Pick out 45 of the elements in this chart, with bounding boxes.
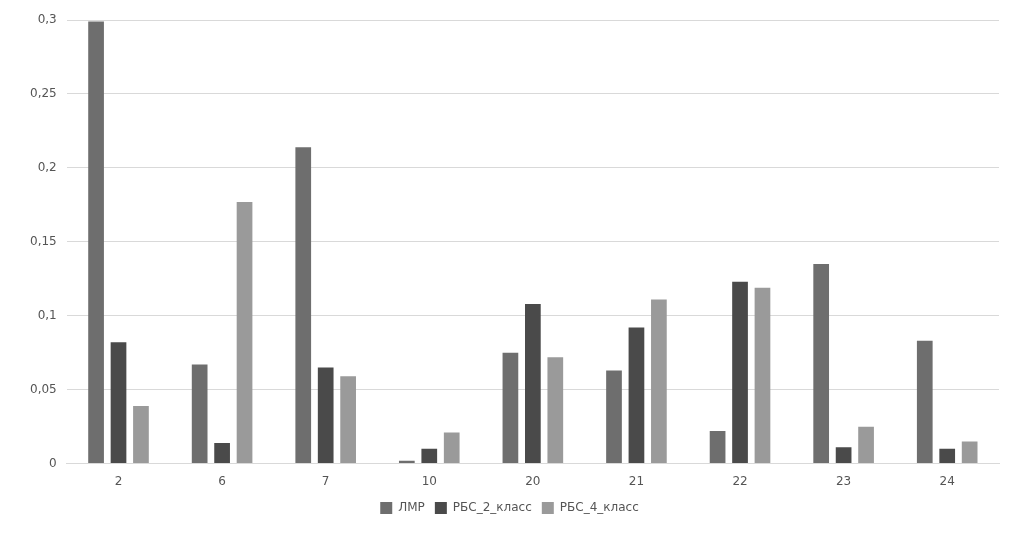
y-tick-label: 0,25: [30, 86, 57, 101]
bar: [443, 432, 460, 464]
bar: [340, 376, 356, 464]
y-tick-label: 0,3: [37, 12, 57, 27]
bar: [133, 405, 149, 464]
bar: [651, 299, 667, 464]
x-tick-label: 23: [835, 473, 852, 488]
y-tick-label: 0,05: [30, 381, 57, 396]
bar: [961, 441, 978, 464]
x-tick-label: 2: [114, 473, 123, 488]
legend-label: РБС_4_класс: [559, 500, 639, 515]
bar: [835, 447, 852, 464]
x-tick-label: 20: [525, 473, 541, 488]
bar: [606, 370, 622, 464]
bar: [317, 367, 334, 464]
y-tick-label: 0: [49, 455, 57, 470]
x-tick-label: 7: [321, 473, 330, 488]
bar: [939, 448, 956, 464]
bar: [88, 21, 104, 464]
y-tick-label: 0,15: [30, 233, 57, 248]
x-tick-label: 22: [732, 473, 748, 488]
bar: [191, 364, 208, 464]
bar: [236, 201, 253, 464]
bar: [813, 263, 830, 464]
x-tick-label: 24: [939, 473, 955, 488]
bar: [547, 357, 564, 464]
y-tick-label: 0,2: [37, 159, 57, 174]
bar: [421, 448, 438, 464]
x-tick-label: 21: [628, 473, 645, 488]
bar: [754, 287, 771, 464]
bar: [628, 327, 645, 464]
bar: [295, 147, 312, 464]
bar: [502, 352, 519, 464]
bar: [214, 442, 230, 464]
bar: [732, 281, 748, 464]
bar: [110, 342, 127, 464]
legend-label: РБС_2_класс: [452, 500, 532, 515]
legend-label: ЛМР: [398, 500, 425, 515]
y-tick-label: 0,1: [37, 307, 57, 322]
bar: [709, 431, 726, 464]
x-tick-label: 6: [218, 473, 226, 488]
bar: [525, 303, 541, 464]
x-tick-label: 10: [421, 473, 437, 488]
bar: [916, 340, 933, 464]
bar: [858, 426, 874, 464]
